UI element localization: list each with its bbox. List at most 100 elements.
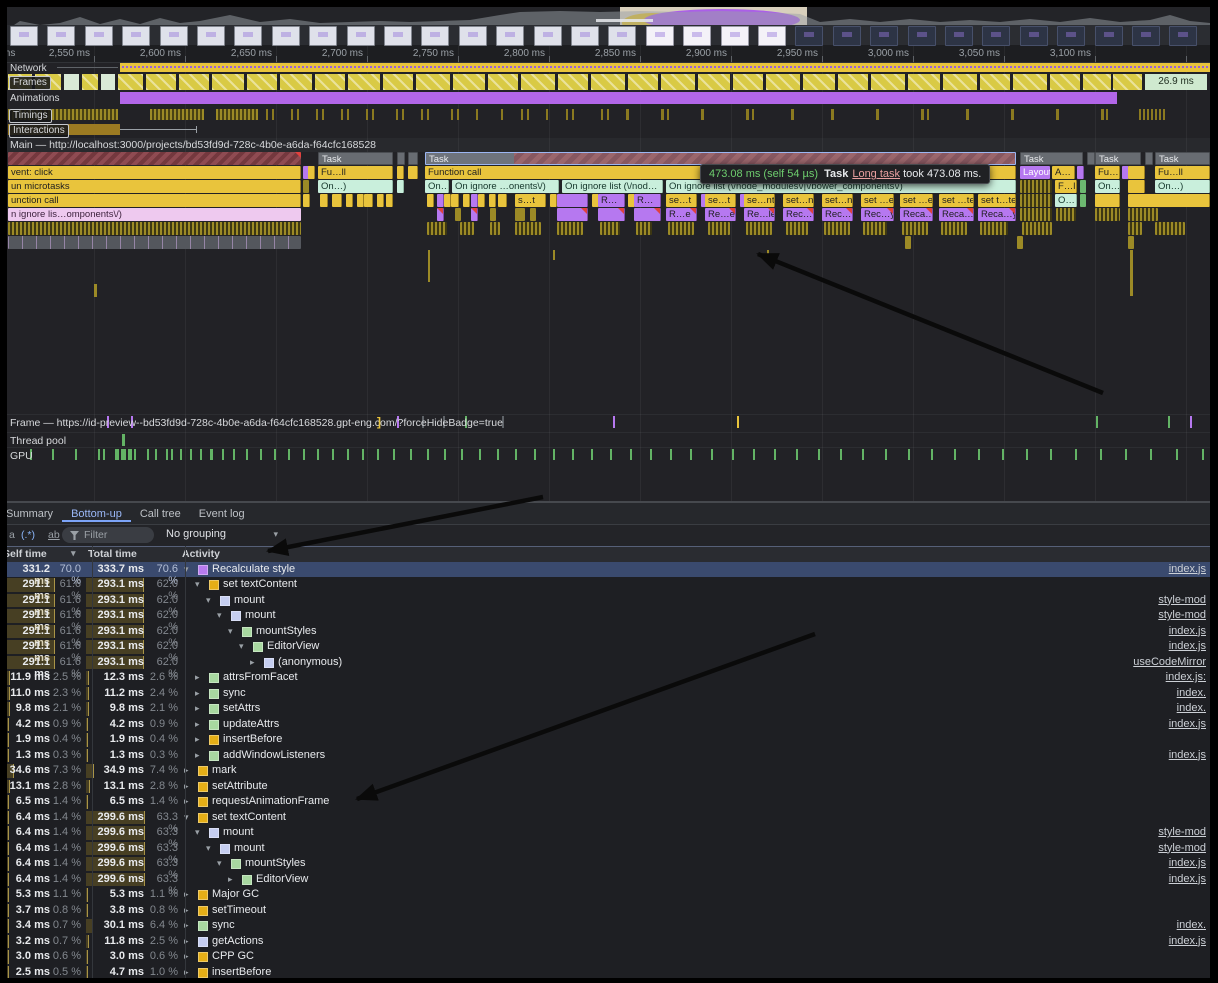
flame-segment[interactable]: se…t (705, 194, 736, 207)
collapse-icon[interactable]: ▾ (217, 610, 222, 620)
flame-segment[interactable] (824, 222, 850, 235)
expand-icon[interactable]: ▸ (184, 935, 189, 946)
expand-icon[interactable]: ▸ (195, 672, 200, 682)
expand-icon[interactable]: ▸ (195, 703, 200, 713)
expand-icon[interactable]: ▸ (184, 796, 189, 806)
flame-segment[interactable] (902, 222, 928, 235)
source-link[interactable]: index. (1176, 702, 1206, 714)
source-link[interactable]: index. (1176, 686, 1206, 699)
flame-segment[interactable] (786, 222, 808, 235)
match-case-icon[interactable]: a (9, 529, 15, 541)
flame-segment[interactable] (1145, 152, 1153, 165)
table-row[interactable]: 2.5 ms 0.5 % 4.7 ms 1.0 % ▸ insertBefore (7, 965, 1210, 981)
flame-segment[interactable]: On…) (1095, 180, 1120, 193)
flame-segment[interactable] (1128, 166, 1145, 179)
filmstrip-thumbnail[interactable] (982, 26, 1011, 46)
flame-segment[interactable]: unction call (8, 194, 301, 207)
flame-segment[interactable]: set …ent (900, 194, 933, 207)
sort-direction-icon[interactable]: ▾ (71, 548, 76, 558)
flame-segment[interactable]: On ignore list (\/nod… (562, 180, 663, 193)
flame-segment[interactable] (1080, 194, 1086, 207)
table-row[interactable]: 9.8 ms 2.1 % 9.8 ms 2.1 % ▸ setAttrs index. (7, 701, 1210, 717)
collapse-icon[interactable]: ▾ (184, 811, 189, 822)
flame-segment[interactable] (427, 194, 434, 207)
flame-segment[interactable] (408, 166, 418, 179)
flame-segment[interactable]: n ignore lis…omponents\/) (8, 208, 301, 221)
filmstrip-thumbnail[interactable] (197, 26, 225, 46)
table-row[interactable]: 6.4 ms 1.4 % 299.6 ms 63.3 % ▾ set textConten… (7, 810, 1210, 835)
flame-segment[interactable] (478, 194, 485, 207)
flame-segment[interactable] (1056, 208, 1076, 221)
flame-segment[interactable]: un microtasks (8, 180, 301, 193)
filmstrip-thumbnail[interactable] (945, 26, 973, 46)
flame-segment[interactable]: On ignore …onents\/) (452, 180, 559, 193)
flame-segment[interactable] (1080, 180, 1086, 193)
main-thread-header-row[interactable] (7, 138, 1210, 152)
table-row[interactable]: 34.6 ms 7.3 % 34.9 ms 7.4 % ▸ mark (7, 763, 1210, 779)
tab-summary[interactable]: Summary (6, 508, 54, 520)
total-time-header[interactable]: Total time (88, 548, 137, 560)
table-row[interactable]: 6.4 ms 1.4 % 299.6 ms 63.3 % ▾ mount style-mod (7, 841, 1210, 866)
table-row[interactable]: 291.1 ms 61.6 % 293.1 ms 62.0 % ▾ EditorView i… (7, 639, 1210, 664)
flame-segment[interactable] (1020, 180, 1052, 193)
source-link[interactable]: useCodeMirror (1133, 655, 1206, 668)
filmstrip-thumbnail[interactable] (571, 26, 599, 46)
flame-segment[interactable]: On…) (1155, 180, 1210, 193)
flame-segment[interactable]: s…t (515, 194, 546, 207)
flame-segment[interactable] (708, 222, 730, 235)
flame-segment[interactable] (397, 166, 404, 179)
expand-icon[interactable]: ▸ (184, 904, 189, 915)
flame-segment[interactable] (8, 152, 301, 165)
table-row[interactable]: 11.0 ms 2.3 % 11.2 ms 2.4 % ▸ sync index. (7, 686, 1210, 702)
table-row[interactable]: 5.3 ms 1.1 % 5.3 ms 1.1 % ▸ Major GC (7, 887, 1210, 903)
flame-segment[interactable] (8, 236, 301, 249)
tooltip-long-task-link[interactable]: Long task (852, 168, 901, 180)
source-link[interactable]: index.js (1168, 857, 1206, 869)
collapse-icon[interactable]: ▾ (206, 594, 211, 605)
flame-segment[interactable] (1128, 222, 1142, 235)
flame-segment[interactable] (530, 208, 536, 221)
tab-event-log[interactable]: Event log (198, 508, 245, 520)
flame-segment[interactable]: se…t (666, 194, 697, 207)
table-row[interactable]: 1.3 ms 0.3 % 1.3 ms 0.3 % ▸ addWindowListener… (7, 748, 1210, 764)
flame-segment[interactable]: set …ent (861, 194, 894, 207)
filmstrip-thumbnail[interactable] (122, 26, 151, 46)
filmstrip-thumbnail[interactable] (1169, 26, 1198, 46)
cpu-overview-strip[interactable] (7, 7, 1210, 25)
flame-segment[interactable] (1128, 180, 1145, 193)
flame-segment[interactable] (397, 180, 404, 193)
filmstrip-thumbnail[interactable] (10, 26, 38, 46)
flame-segment[interactable]: Reca…tyle (939, 208, 974, 221)
flame-segment[interactable] (460, 222, 474, 235)
filmstrip-thumbnail[interactable] (421, 26, 450, 46)
flame-segment[interactable]: A… (1052, 166, 1075, 179)
tab-bottom-up[interactable]: Bottom-up (62, 505, 131, 522)
table-row[interactable]: 3.7 ms 0.8 % 3.8 ms 0.8 % ▸ setTimeout (7, 903, 1210, 919)
flame-segment[interactable] (377, 194, 384, 207)
table-row[interactable]: 1.9 ms 0.4 % 1.9 ms 0.4 % ▸ insertBefore (7, 732, 1210, 748)
collapse-icon[interactable]: ▾ (184, 563, 189, 574)
gpu-track-label[interactable]: GPU (10, 450, 33, 462)
table-row[interactable]: 291.1 ms 61.6 % 293.1 ms 62.0 % ▾ mountStyles… (7, 624, 1210, 649)
flame-segment[interactable] (557, 208, 588, 221)
flame-segment[interactable]: On…) (425, 180, 449, 193)
filmstrip-thumbnail[interactable] (683, 26, 712, 46)
filmstrip-thumbnail[interactable] (496, 26, 525, 46)
flame-segment[interactable]: Layout (1020, 166, 1050, 179)
table-row[interactable]: 291.1 ms 61.6 % 293.1 ms 62.0 % ▸ (anonymous)… (7, 655, 1210, 680)
flame-segment[interactable] (303, 194, 310, 207)
filmstrip-thumbnail[interactable] (159, 26, 188, 46)
collapse-icon[interactable]: ▾ (206, 842, 211, 853)
flame-segment[interactable] (600, 222, 620, 235)
flame-segment[interactable] (427, 222, 447, 235)
filmstrip-thumbnail[interactable] (1057, 26, 1086, 46)
flame-segment[interactable] (598, 208, 625, 221)
flame-segment[interactable]: set…nt (822, 194, 853, 207)
expand-icon[interactable]: ▸ (195, 718, 200, 729)
flame-segment[interactable] (357, 194, 364, 207)
table-row[interactable]: 6.5 ms 1.4 % 6.5 ms 1.4 % ▸ requestAnimationF… (7, 794, 1210, 810)
flame-segment[interactable] (444, 194, 451, 207)
table-row[interactable]: 6.4 ms 1.4 % 299.6 ms 63.3 % ▾ mount style-mod (7, 825, 1210, 850)
overview-window-handle[interactable] (596, 19, 653, 22)
match-whole-word-icon[interactable]: ab (48, 529, 60, 541)
